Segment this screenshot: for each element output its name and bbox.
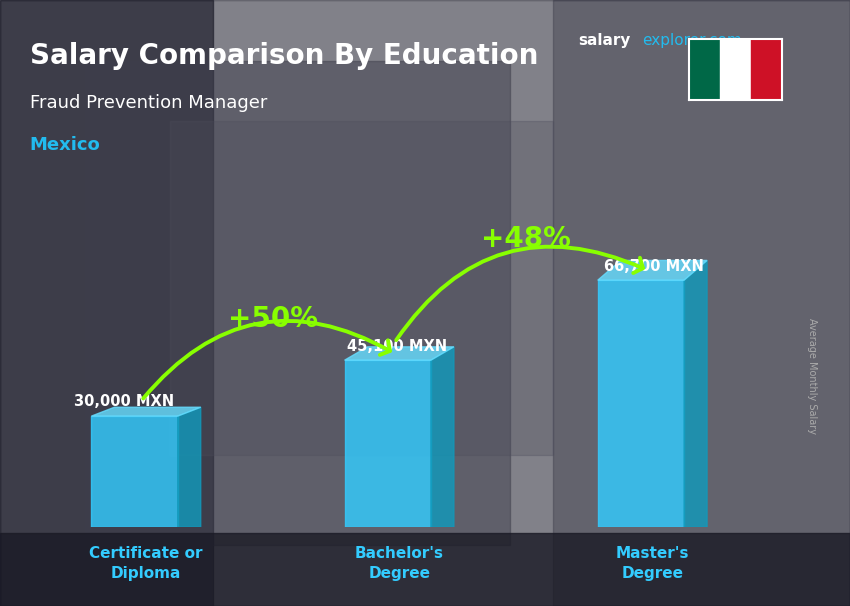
Polygon shape [344, 347, 454, 360]
Text: explorer.com: explorer.com [642, 33, 741, 48]
Bar [170, 121, 552, 454]
Text: 45,100 MXN: 45,100 MXN [347, 339, 447, 353]
Text: 66,700 MXN: 66,700 MXN [604, 259, 703, 273]
Text: Average Monthly Salary: Average Monthly Salary [807, 318, 817, 434]
Bar [552, 0, 850, 606]
Text: +48%: +48% [481, 225, 570, 253]
Text: salary: salary [578, 33, 631, 48]
Text: Fraud Prevention Manager: Fraud Prevention Manager [30, 94, 267, 112]
Bar [598, 280, 684, 527]
Text: Certificate or
Diploma: Certificate or Diploma [89, 546, 203, 581]
Text: +50%: +50% [228, 305, 318, 333]
Polygon shape [92, 407, 201, 416]
Polygon shape [598, 261, 707, 280]
Bar [720, 39, 751, 100]
Bar [344, 360, 431, 527]
Text: Bachelor's
Degree: Bachelor's Degree [354, 546, 444, 581]
Polygon shape [178, 407, 201, 527]
Bar [688, 39, 720, 100]
Polygon shape [431, 347, 454, 527]
Text: Master's
Degree: Master's Degree [615, 546, 689, 581]
Bar [92, 416, 178, 527]
Polygon shape [684, 261, 707, 527]
Bar [0, 0, 212, 606]
Text: Salary Comparison By Education: Salary Comparison By Education [30, 42, 538, 70]
Bar [85, 61, 510, 545]
Bar [751, 39, 782, 100]
Text: 30,000 MXN: 30,000 MXN [74, 395, 174, 410]
Bar [0, 533, 850, 606]
Text: Mexico: Mexico [30, 136, 100, 155]
